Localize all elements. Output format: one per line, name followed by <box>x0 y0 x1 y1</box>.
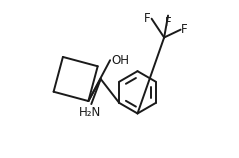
Text: F: F <box>181 23 188 36</box>
Text: F: F <box>165 16 171 29</box>
Text: F: F <box>144 12 151 25</box>
Text: H₂N: H₂N <box>79 106 101 119</box>
Text: OH: OH <box>111 54 129 67</box>
